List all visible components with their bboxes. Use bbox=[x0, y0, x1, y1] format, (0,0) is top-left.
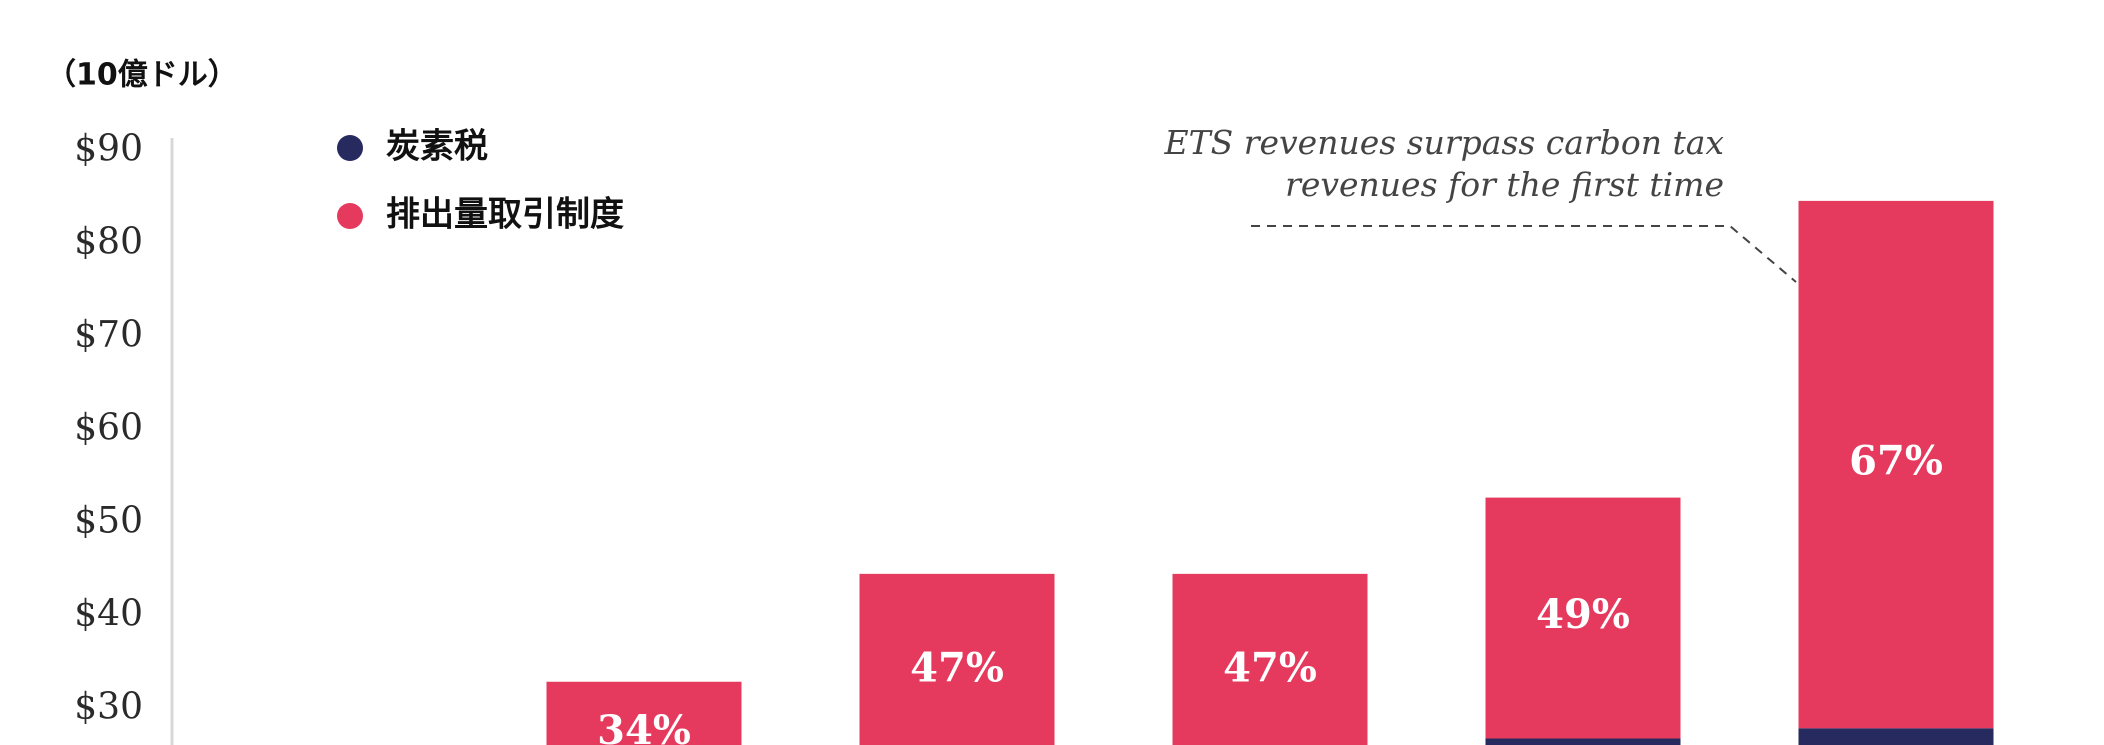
legend-marker bbox=[337, 135, 363, 161]
bar-segment bbox=[1798, 728, 1994, 745]
bar-segment bbox=[1485, 738, 1681, 745]
bar-segment bbox=[1798, 200, 1994, 729]
annotation: revenues for the first time bbox=[1285, 165, 1724, 204]
y-tick-label: $60 bbox=[74, 408, 143, 449]
y-tick-label: $80 bbox=[74, 222, 143, 263]
y-tick-label: $70 bbox=[74, 315, 143, 356]
annotation-leader bbox=[1251, 225, 1797, 283]
y-tick-label: $90 bbox=[74, 129, 143, 170]
legend-marker bbox=[337, 203, 363, 229]
bar-segment bbox=[546, 681, 742, 745]
share-label: 47% bbox=[1223, 645, 1317, 692]
y-tick-label: $40 bbox=[74, 594, 143, 635]
share-label: 49% bbox=[1536, 591, 1630, 638]
unit-label: （10億ドル） bbox=[46, 58, 238, 93]
y-tick-label: $30 bbox=[74, 687, 143, 728]
share-label: 47% bbox=[910, 645, 1004, 692]
bar-segment bbox=[1172, 573, 1368, 745]
annotation: ETS revenues surpass carbon tax bbox=[1164, 123, 1725, 162]
share-label: 67% bbox=[1849, 438, 1943, 485]
bar-segment bbox=[1485, 497, 1681, 739]
share-label: 34% bbox=[597, 707, 691, 745]
bar-segment bbox=[859, 573, 1055, 745]
legend-label: 排出量取引制度 bbox=[386, 195, 624, 235]
legend-label: 炭素税 bbox=[386, 127, 488, 167]
y-tick-label: $50 bbox=[74, 501, 143, 542]
